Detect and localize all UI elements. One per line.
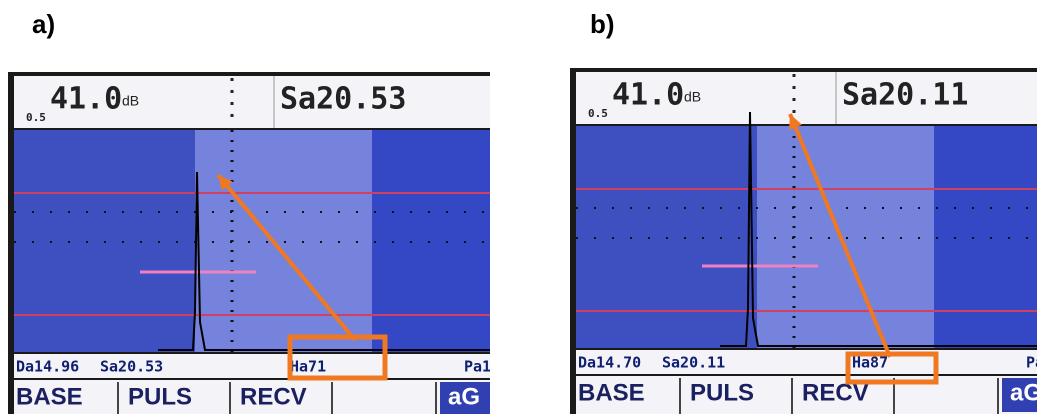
header <box>576 72 1037 124</box>
highlight-box <box>845 351 939 385</box>
gate-region <box>195 130 372 352</box>
menu-button: RECV <box>240 383 307 410</box>
device-screen: 41.0dB 0.5 Sa20.11 Da14.70 Sa20.11 Ha87 Pa1 BAS… <box>570 68 1037 414</box>
echo-signal <box>158 171 490 351</box>
arrow-head <box>789 114 802 130</box>
panel-label: a) <box>32 9 55 39</box>
menu-button: aG <box>448 383 480 410</box>
range: 0.5 <box>588 107 608 120</box>
gain-unit: dB <box>684 89 701 105</box>
status-reading: Sa20.11 <box>662 354 725 372</box>
status-reading: Ha71 <box>290 358 326 376</box>
panel-label: b) <box>590 9 615 39</box>
gain-unit: dB <box>122 93 139 109</box>
plot-right <box>934 126 1037 348</box>
menu-button: aG <box>1010 379 1037 406</box>
status-reading: Pa1 <box>1026 354 1037 372</box>
menu-button: PULS <box>690 379 754 406</box>
button-highlight <box>440 382 490 414</box>
arrow-shaft <box>216 173 357 342</box>
button-bar <box>576 376 1037 414</box>
device-screen: 41.0 dB 0.5 Sa20.53 Da14.96 Sa20.53 Ha71 Pa1 BAS… <box>8 72 491 414</box>
menu-button: PULS <box>128 383 192 410</box>
highlight-box <box>287 334 388 381</box>
menu-button: BASE <box>16 383 83 410</box>
header-reading: Sa20.53 <box>280 82 406 117</box>
status-reading: Da14.70 <box>578 354 641 372</box>
button-bar <box>14 380 490 414</box>
gain: 41.0 <box>612 78 684 113</box>
button-highlight <box>1002 378 1037 412</box>
gate-region <box>757 126 934 348</box>
status-reading: Da14.96 <box>16 358 79 376</box>
menu-button: BASE <box>578 379 645 406</box>
arrow-head <box>218 175 233 191</box>
status-reading: Pa1 <box>464 358 491 376</box>
status-bar <box>14 354 490 378</box>
status-reading: Sa20.53 <box>100 358 163 376</box>
echo-signal <box>720 111 1037 347</box>
header <box>14 76 490 128</box>
status-reading: Ha87 <box>852 354 888 372</box>
header-reading: Sa20.11 <box>842 78 968 113</box>
status-bar <box>576 350 1037 374</box>
gain: 41.0 <box>50 82 122 117</box>
plot-right <box>372 130 490 352</box>
range: 0.5 <box>26 111 46 124</box>
arrow-shaft <box>788 113 892 358</box>
